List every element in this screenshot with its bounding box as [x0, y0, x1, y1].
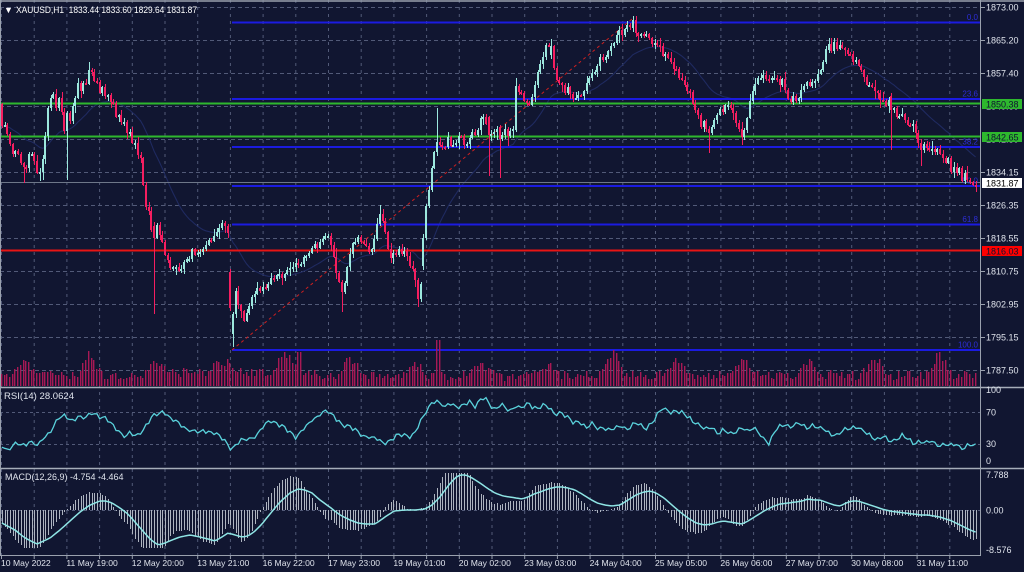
svg-text:100.0: 100.0	[958, 341, 979, 350]
svg-text:19 May 01:00: 19 May 01:00	[393, 558, 445, 568]
svg-text:-8.576: -8.576	[986, 545, 1012, 555]
svg-text:1873.00: 1873.00	[986, 3, 1019, 13]
svg-text:31 May 11:00: 31 May 11:00	[917, 558, 969, 568]
svg-text:1802.95: 1802.95	[986, 300, 1019, 310]
svg-text:70: 70	[986, 408, 996, 418]
svg-text:38.2: 38.2	[962, 138, 978, 147]
svg-text:61.8: 61.8	[962, 215, 978, 224]
svg-text:0: 0	[986, 456, 991, 466]
svg-text:12 May 20:00: 12 May 20:00	[132, 558, 184, 568]
svg-text:RSI(14) 28.0624: RSI(14) 28.0624	[4, 391, 74, 401]
svg-text:XAUUSD,H1 1833.44 1833.60 182: XAUUSD,H1 1833.44 1833.60 1829.64 1831.8…	[16, 5, 197, 15]
svg-text:▼: ▼	[4, 5, 13, 15]
svg-text:1795.15: 1795.15	[986, 333, 1019, 343]
svg-text:1816.03: 1816.03	[986, 247, 1019, 257]
svg-text:13 May 21:00: 13 May 21:00	[197, 558, 249, 568]
svg-text:24 May 04:00: 24 May 04:00	[590, 558, 642, 568]
svg-text:1818.55: 1818.55	[986, 234, 1019, 244]
svg-text:27 May 07:00: 27 May 07:00	[786, 558, 838, 568]
svg-text:20 May 02:00: 20 May 02:00	[459, 558, 511, 568]
svg-text:11 May 19:00: 11 May 19:00	[66, 558, 118, 568]
svg-text:10 May 2022: 10 May 2022	[1, 558, 51, 568]
svg-text:1831.87: 1831.87	[986, 179, 1019, 189]
svg-text:1787.50: 1787.50	[986, 366, 1019, 376]
svg-text:100: 100	[986, 385, 1001, 395]
svg-text:23.6: 23.6	[962, 90, 978, 99]
svg-text:MACD(12,26,9) -4.754 -4.464: MACD(12,26,9) -4.754 -4.464	[5, 472, 124, 482]
svg-text:30 May 08:00: 30 May 08:00	[851, 558, 903, 568]
svg-text:7.788: 7.788	[986, 470, 1009, 480]
svg-text:1834.15: 1834.15	[986, 168, 1019, 178]
svg-text:1850.38: 1850.38	[986, 100, 1019, 110]
svg-text:1865.20: 1865.20	[986, 36, 1019, 46]
svg-text:0.00: 0.00	[986, 506, 1004, 516]
svg-text:1810.75: 1810.75	[986, 267, 1019, 277]
svg-text:1826.35: 1826.35	[986, 201, 1019, 211]
svg-text:0.0: 0.0	[967, 13, 979, 22]
svg-text:23 May 03:00: 23 May 03:00	[524, 558, 576, 568]
svg-text:30: 30	[986, 439, 996, 449]
svg-text:16 May 22:00: 16 May 22:00	[263, 558, 315, 568]
svg-text:26 May 06:00: 26 May 06:00	[720, 558, 772, 568]
svg-text:25 May 05:00: 25 May 05:00	[655, 558, 707, 568]
svg-text:17 May 23:00: 17 May 23:00	[328, 558, 380, 568]
svg-text:1857.40: 1857.40	[986, 69, 1019, 79]
svg-text:1842.65: 1842.65	[986, 133, 1019, 143]
